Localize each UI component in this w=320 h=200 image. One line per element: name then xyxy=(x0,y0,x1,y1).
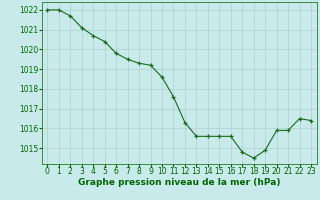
X-axis label: Graphe pression niveau de la mer (hPa): Graphe pression niveau de la mer (hPa) xyxy=(78,178,280,187)
